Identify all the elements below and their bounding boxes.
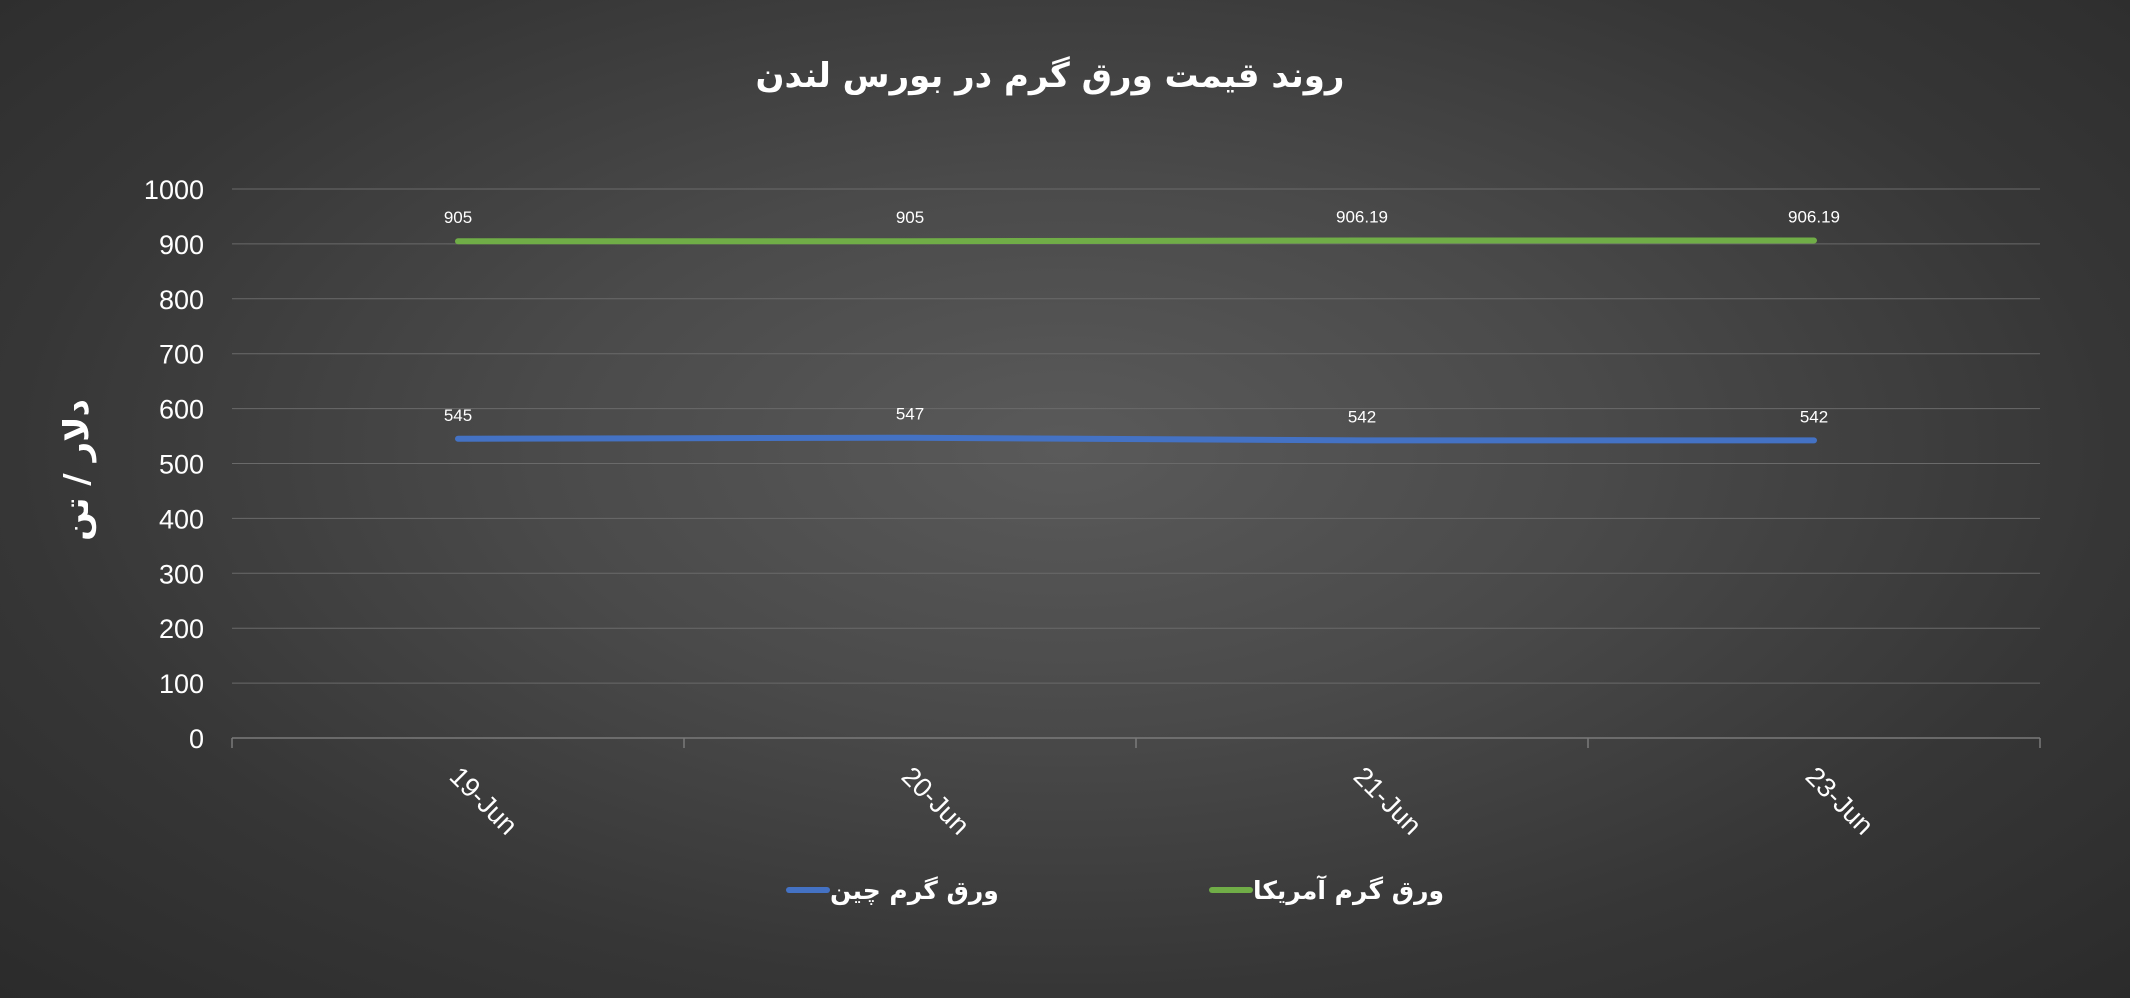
data-label: 905 <box>444 208 472 227</box>
x-axis <box>231 737 2041 748</box>
y-tick-label: 100 <box>159 669 204 699</box>
y-axis-title: دلار / تن <box>57 399 97 541</box>
y-tick-label: 0 <box>189 724 204 754</box>
data-labels: 545 547 542 542 905 905 906.19 906.19 <box>444 208 1840 427</box>
series-line-2 <box>455 237 1817 245</box>
y-tick-label: 900 <box>159 230 204 260</box>
legend-label-1: ورق گرم چین <box>830 876 999 906</box>
data-label: 542 <box>1348 407 1376 426</box>
y-tick-label: 600 <box>159 395 204 425</box>
data-label: 906.19 <box>1336 208 1388 227</box>
x-tick-label: 19-Jun <box>444 761 524 841</box>
y-tick-label: 200 <box>159 614 204 644</box>
data-label: 905 <box>896 208 924 227</box>
legend: ورق گرم چین ورق گرم آمریکا <box>786 875 1444 906</box>
y-axis-ticks: 0 100 200 300 400 500 600 700 800 900 1000 <box>144 175 204 754</box>
data-label: 547 <box>896 405 924 424</box>
chart-title: روند قیمت ورق گرم در بورس لندن <box>756 56 1345 96</box>
legend-label-2: ورق گرم آمریکا <box>1253 875 1444 906</box>
x-tick-label: 23-Jun <box>1800 761 1880 841</box>
y-tick-label: 1000 <box>144 175 204 205</box>
data-label: 545 <box>444 406 472 425</box>
gridlines <box>232 188 2040 684</box>
series-lines <box>455 237 1817 444</box>
y-tick-label: 300 <box>159 559 204 589</box>
y-tick-label: 500 <box>159 450 204 480</box>
x-tick-label: 21-Jun <box>1348 761 1428 841</box>
data-label: 906.19 <box>1788 208 1840 227</box>
y-tick-label: 400 <box>159 504 204 534</box>
x-axis-ticks: 19-Jun 20-Jun 21-Jun 23-Jun <box>444 761 1880 841</box>
x-tick-label: 20-Jun <box>896 761 976 841</box>
y-tick-label: 700 <box>159 340 204 370</box>
y-tick-label: 800 <box>159 285 204 315</box>
series-line-1 <box>455 434 1817 444</box>
data-label: 542 <box>1800 407 1828 426</box>
